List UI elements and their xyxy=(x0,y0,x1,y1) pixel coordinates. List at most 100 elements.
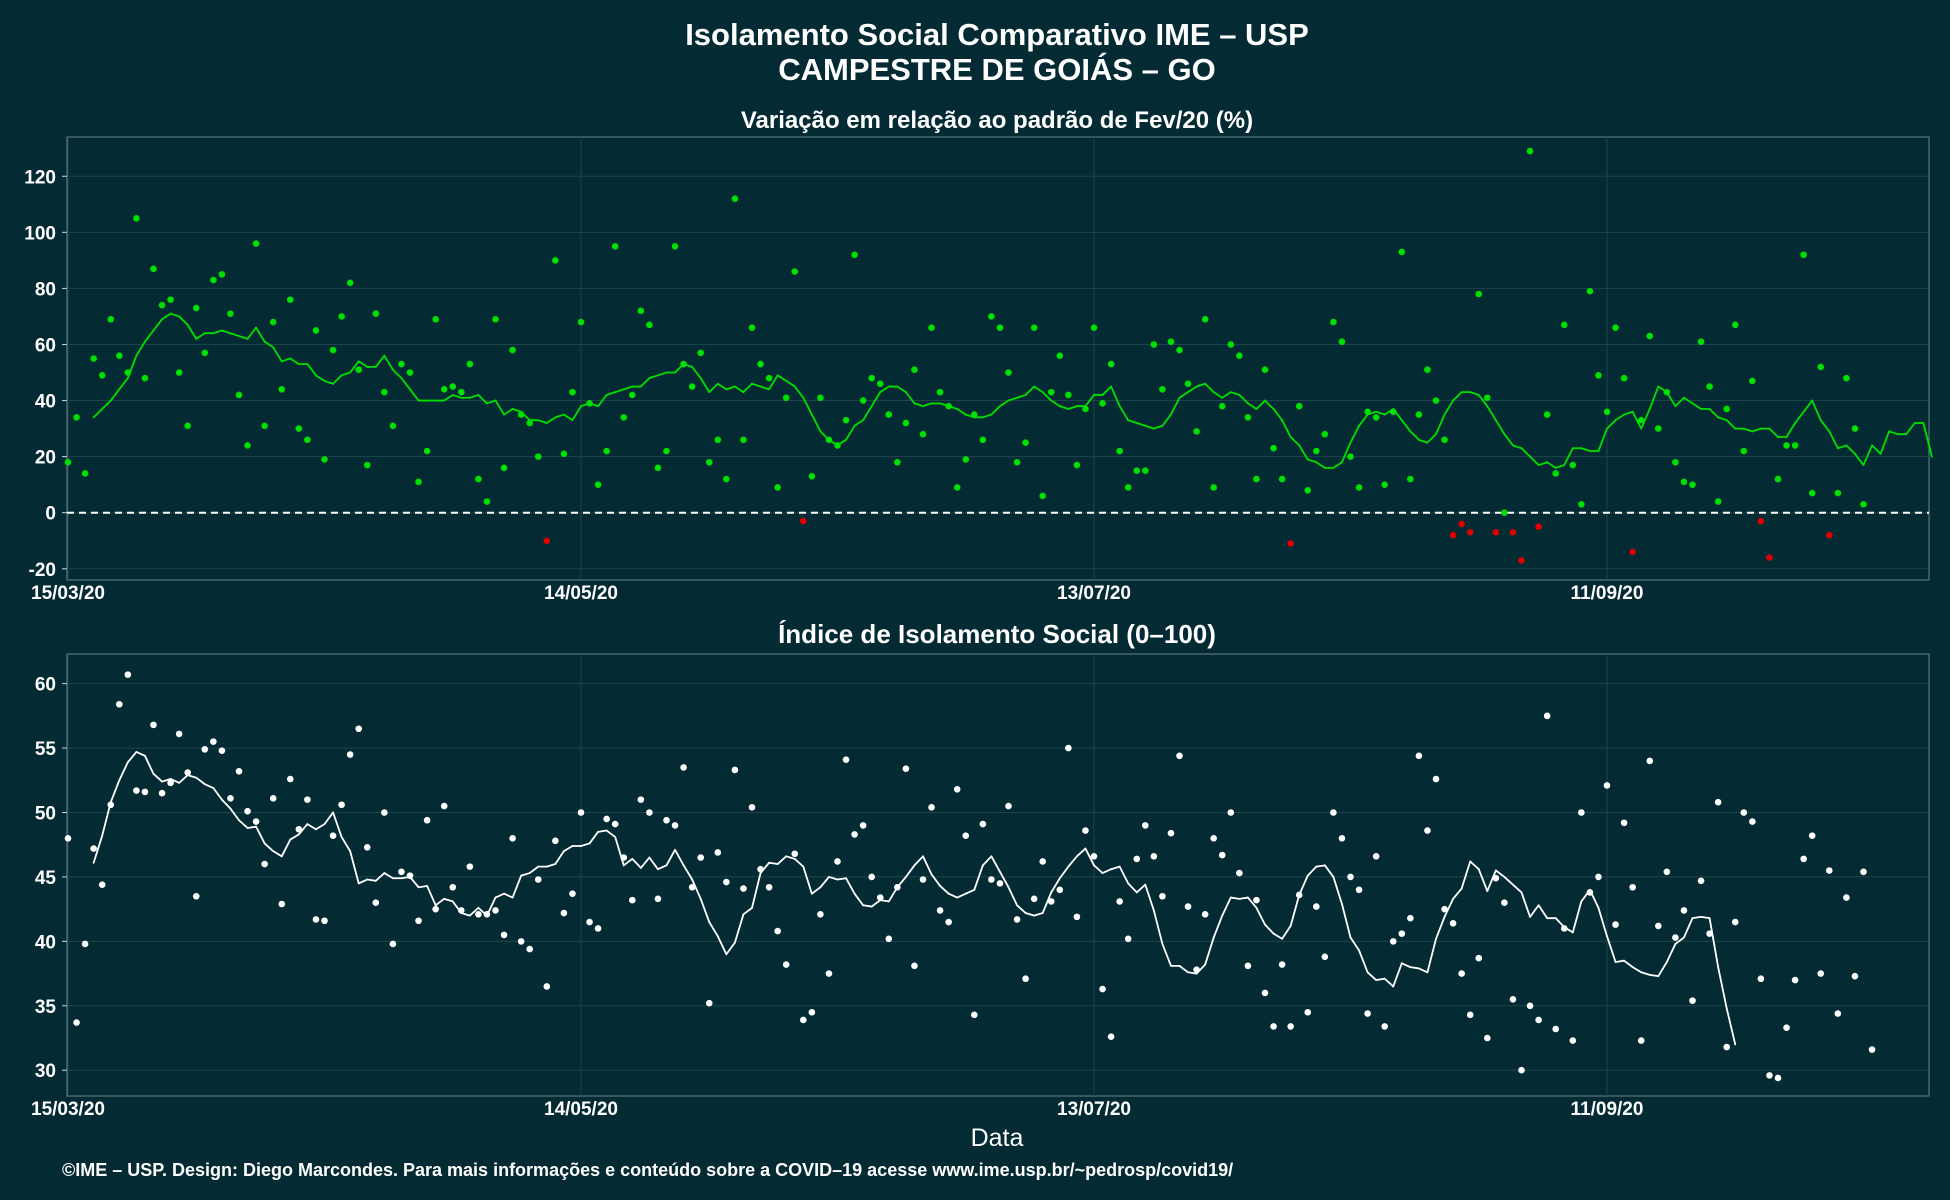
bot-ma-segment xyxy=(1400,962,1412,969)
bot-data-point xyxy=(1791,976,1799,984)
bot-data-point xyxy=(150,721,157,729)
bot-ma-segment xyxy=(981,855,993,867)
top-data-point xyxy=(1723,405,1730,413)
top-data-point xyxy=(1304,486,1312,494)
top-data-point xyxy=(988,313,995,320)
top-ma-segment xyxy=(92,408,104,419)
bot-data-point xyxy=(1697,877,1705,885)
top-ma-segment xyxy=(1221,391,1232,399)
variation-grid xyxy=(67,137,1929,580)
bot-data-point xyxy=(1757,975,1765,983)
top-ma-segment xyxy=(1862,444,1873,466)
top-data-point xyxy=(1090,324,1098,331)
bot-ma-segment xyxy=(1674,936,1685,945)
bot-ma-segment xyxy=(1332,876,1343,905)
top-data-point xyxy=(1543,411,1551,418)
bot-data-point xyxy=(398,868,405,876)
bot-data-point xyxy=(534,876,542,883)
bot-data-point xyxy=(1347,873,1354,881)
top-ma-segment xyxy=(622,385,634,391)
bot-ma-segment xyxy=(357,878,369,885)
bot-data-point xyxy=(1184,903,1192,910)
top-ma-segment xyxy=(1135,422,1147,427)
top-data-point xyxy=(1843,374,1850,382)
top-data-point xyxy=(1236,352,1243,359)
bot-ma-segment xyxy=(1272,932,1283,940)
top-ma-segment xyxy=(1050,399,1061,408)
bot-data-point xyxy=(1253,896,1260,904)
top-ma-segment xyxy=(1580,447,1591,452)
bot-ma-segment xyxy=(1144,883,1155,912)
top-ma-segment xyxy=(1358,413,1369,427)
top-ma-segment xyxy=(1400,419,1412,433)
bot-ma-segment xyxy=(1058,865,1070,880)
bot-data-point xyxy=(244,807,251,815)
top-ma-segment xyxy=(1623,410,1634,416)
bot-ma-segment xyxy=(1135,883,1147,894)
bot-data-point xyxy=(1851,972,1859,980)
bot-data-point xyxy=(1817,970,1825,977)
bot-data-point xyxy=(1595,873,1602,881)
bot-ma-segment xyxy=(126,751,138,764)
bot-ma-segment xyxy=(1084,847,1095,867)
top-data-point xyxy=(500,464,508,472)
top-ma-segment xyxy=(349,360,360,374)
top-data-point xyxy=(757,360,764,368)
bot-ma-segment xyxy=(545,863,557,868)
bot-data-point xyxy=(962,832,970,839)
top-ma-segment xyxy=(1477,394,1489,408)
bot-data-point xyxy=(227,795,234,802)
bot-data-point xyxy=(1637,1037,1645,1044)
bot-data-point xyxy=(543,983,551,990)
top-data-point xyxy=(210,276,217,284)
bot-data-point xyxy=(1210,834,1217,842)
top-data-point xyxy=(1167,338,1175,345)
bot-ma-segment xyxy=(999,870,1010,889)
top-ma-segment xyxy=(776,374,788,382)
top-ma-segment xyxy=(1836,444,1848,450)
bot-data-point xyxy=(1723,1043,1730,1051)
bot-data-point xyxy=(1330,809,1337,816)
bot-ma-segment xyxy=(1443,897,1454,918)
bot-ma-segment xyxy=(1315,864,1326,868)
bot-data-point xyxy=(953,786,961,793)
top-data-point xyxy=(979,436,987,444)
bot-ma-segment xyxy=(1007,886,1018,907)
bot-ma-segment xyxy=(1435,915,1446,940)
top-ma-segment xyxy=(1683,396,1694,405)
bot-data-point xyxy=(1142,822,1149,829)
top-data-point xyxy=(885,411,893,418)
bot-data-point xyxy=(73,1019,80,1026)
top-data-point xyxy=(227,310,234,317)
top-ma-segment xyxy=(1631,410,1643,430)
top-data-point xyxy=(440,386,448,393)
top-data-point xyxy=(654,464,662,472)
top-ma-segment xyxy=(169,312,181,318)
bot-ma-segment xyxy=(776,855,788,865)
top-ma-segment xyxy=(220,329,232,335)
bot-ma-segment xyxy=(862,904,873,908)
top-ma-segment xyxy=(1537,461,1549,466)
bot-data-point xyxy=(116,700,123,708)
top-ma-segment xyxy=(1742,427,1754,433)
bot-ma-segment xyxy=(1683,917,1694,939)
bot-ma-segment xyxy=(1597,906,1608,938)
bot-data-point xyxy=(124,671,132,678)
top-ma-segment xyxy=(1554,464,1566,469)
top-data-point xyxy=(1330,318,1337,326)
top-data-point xyxy=(372,310,380,317)
top-data-point xyxy=(534,453,542,460)
bot-data-point xyxy=(1492,874,1500,882)
top-data-point xyxy=(295,425,303,432)
top-ma-segment xyxy=(255,326,266,343)
bot-data-point xyxy=(1740,809,1748,816)
bot-ma-segment xyxy=(1537,904,1549,920)
top-data-point xyxy=(1355,484,1363,491)
top-ma-segment xyxy=(605,391,617,396)
top-ma-segment xyxy=(494,399,505,416)
bot-data-point xyxy=(526,945,533,953)
top-data-point xyxy=(1424,366,1431,374)
bot-data-point xyxy=(1569,1037,1577,1044)
bot-ma-segment xyxy=(1700,915,1711,920)
bot-ma-segment xyxy=(939,885,950,895)
